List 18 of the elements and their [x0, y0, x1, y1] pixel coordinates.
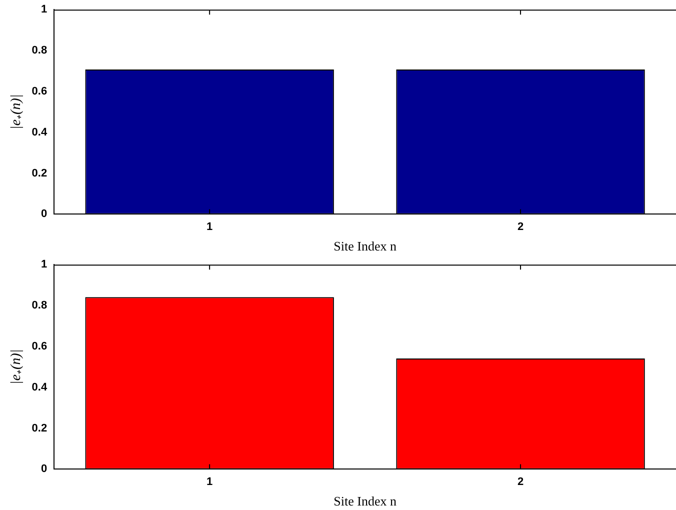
y-tick-label: 0: [40, 208, 48, 220]
y-tick-label: 0: [40, 463, 48, 476]
x-tick-label: 2: [517, 476, 524, 488]
y-tick-label: 0.2: [32, 422, 48, 434]
y-tick-label: 0.6: [32, 85, 48, 98]
y-tick-label: 0.8: [32, 300, 48, 312]
y-tick-label: 0.6: [32, 340, 48, 352]
y-axis-title: |e₊(n)|: [9, 94, 24, 130]
x-axis-title: Site Index n: [334, 238, 397, 254]
y-tick-label: 1: [40, 258, 48, 271]
y-tick-label: 0.8: [32, 44, 48, 57]
y-tick-label: 0.4: [32, 381, 48, 394]
y-tick-label: 1: [40, 4, 48, 16]
y-tick-label: 0.2: [32, 167, 48, 180]
x-tick-label: 2: [517, 220, 524, 233]
y-tick-label: 0.4: [32, 126, 48, 138]
x-axis-title: Site Index n: [334, 494, 397, 509]
y-axis-title: |e₊(n)|: [9, 349, 24, 385]
